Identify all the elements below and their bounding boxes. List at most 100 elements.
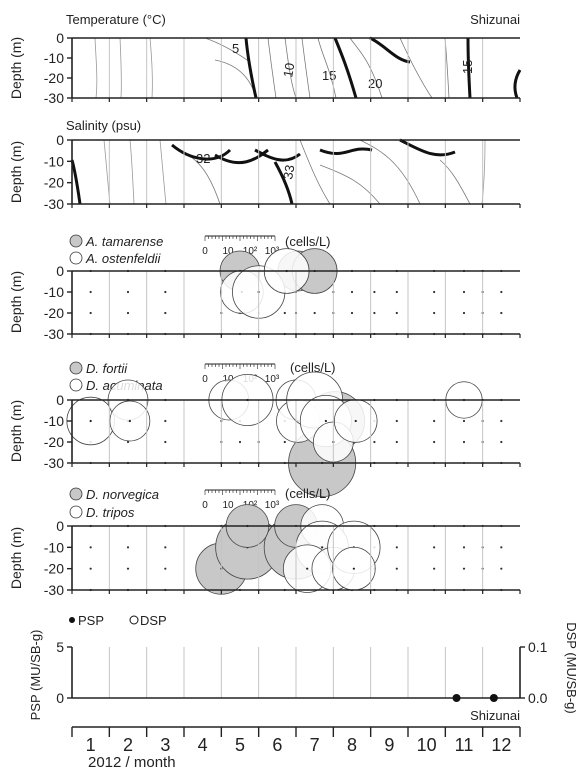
y-tick-label: -30 (44, 90, 64, 106)
scale-label: 10³ (265, 246, 280, 257)
y-tick-label: -20 (44, 175, 64, 191)
size-scale: 0 10 10² 10³ (202, 235, 280, 257)
bubble-center-dot (354, 419, 357, 423)
temp-contour-line (301, 37, 311, 99)
station-label-top: Shizunai (470, 12, 520, 27)
sample-dot (395, 290, 398, 294)
y-axis-label: Depth (m) (8, 400, 24, 462)
legend-gray-marker (69, 361, 83, 375)
sample-dot (395, 311, 398, 315)
toxin-panel: PSP DSP Shizunai PSP (MU/SB-g) DSP (MU/S… (28, 613, 576, 723)
sal-contour-bold (70, 159, 82, 205)
sal-contour-line (129, 139, 135, 205)
station-label-bottom: Shizunai (470, 708, 520, 723)
month-label: 2 (123, 735, 133, 755)
temp-contour-line (119, 37, 122, 99)
month-label: 4 (198, 735, 208, 755)
sample-dot (164, 567, 167, 570)
legend-a-tamarense: A. tamarense (85, 234, 163, 249)
sample-dot (395, 440, 398, 444)
month-label: 9 (384, 735, 394, 755)
sample-dot (373, 440, 376, 444)
temp-contour-line (349, 37, 383, 99)
size-scale-unit: (cells/L) (285, 486, 331, 501)
temp-contour-line (284, 37, 297, 99)
scale-label: 10 (222, 246, 234, 257)
y-tick-label-right: 0.1 (528, 639, 548, 655)
y-axis-label: Depth (m) (8, 527, 24, 589)
sample-dot (395, 567, 398, 570)
y-tick-label: -20 (44, 305, 64, 321)
y-axis-label: Depth (m) (8, 37, 24, 99)
y-axis-label: Depth (m) (8, 271, 24, 333)
scale-label: 10³ (265, 500, 280, 511)
legend-gray-marker (69, 487, 83, 501)
month-axis: 1 2 3 4 5 6 7 8 9 10 11 12 (71, 726, 521, 755)
sample-dot (433, 419, 436, 423)
toxin-axes: 0 0.0 5 0.1 (56, 639, 547, 706)
y-tick-label: -30 (44, 196, 64, 212)
scale-label: 10² (243, 246, 258, 257)
y-tick-label: -20 (44, 434, 64, 450)
y-tick-label: -10 (44, 50, 64, 66)
temperature-contours (94, 36, 522, 99)
scale-label: 0 (202, 500, 208, 511)
sample-dot (126, 290, 130, 294)
salinity-contours (70, 138, 486, 205)
y-tick-label-right: 0.0 (528, 690, 548, 706)
sample-dot (89, 567, 92, 570)
dinophysis2-axes: 0 -10 -20 -30 Depth (m) (8, 518, 521, 598)
y-tick-label-left: 0 (56, 690, 64, 706)
temp-contour-line (149, 37, 153, 99)
sample-dot (126, 440, 130, 444)
sample-dot (500, 290, 503, 294)
sample-dot (433, 546, 436, 549)
temperature-title: Temperature (°C) (66, 12, 166, 27)
y-tick-label: 0 (56, 263, 64, 279)
legend-a-ostenfeldii: A. ostenfeldii (85, 251, 162, 266)
legend-psp: PSP (78, 613, 104, 628)
dinophysis2-bubbles (195, 504, 381, 595)
y-tick-label: 0 (56, 132, 64, 148)
salinity-title: Salinity (psu) (66, 118, 141, 133)
legend-dsp: DSP (140, 613, 167, 628)
salinity-panel: Salinity (psu) 32 33 0 -10 -20 -30 Depth (m) (8, 118, 521, 212)
bubble-center-dot (321, 546, 324, 549)
y-tick-label: 0 (56, 30, 64, 46)
bubble-center-dot (89, 419, 92, 423)
sample-dot (350, 311, 354, 315)
sample-dot (89, 290, 92, 294)
psp-axis-label: PSP (MU/SB-g) (28, 630, 43, 721)
sample-dot (89, 546, 92, 549)
scale-label: 10 (222, 500, 234, 511)
sample-dot (462, 567, 466, 570)
temp-contour-line (94, 37, 98, 99)
temp-contour-label: 5 (232, 41, 239, 56)
sample-dot (462, 419, 466, 423)
temp-contour-line (204, 37, 251, 63)
sal-contour-line (319, 164, 381, 205)
sample-dot (500, 567, 503, 570)
temperature-axes: 0 -10 -20 -30 Depth (m) (8, 30, 521, 106)
bubble-center-dot (324, 419, 327, 423)
y-tick-label: -10 (44, 413, 64, 429)
month-label: 6 (272, 735, 282, 755)
y-tick-label: -20 (44, 70, 64, 86)
month-label: 10 (417, 735, 437, 755)
y-tick-label-left: 5 (56, 639, 64, 655)
bubble-center-dot (306, 567, 309, 570)
y-axis-label: Depth (m) (8, 141, 24, 203)
sample-dot (164, 419, 167, 423)
alexandrium-bubbles (219, 248, 338, 319)
sal-contour-bold (319, 147, 373, 155)
sal-contour-bold (399, 138, 456, 157)
month-label: 11 (455, 735, 474, 755)
sal-contour-line (299, 139, 331, 205)
sal-contour-label: 32 (196, 151, 210, 166)
temperature-contour-labels: 5 10 15 20 15 (232, 41, 475, 91)
sal-contour-line (439, 159, 471, 205)
temp-contour-line (317, 37, 337, 99)
psp-point (452, 694, 461, 702)
